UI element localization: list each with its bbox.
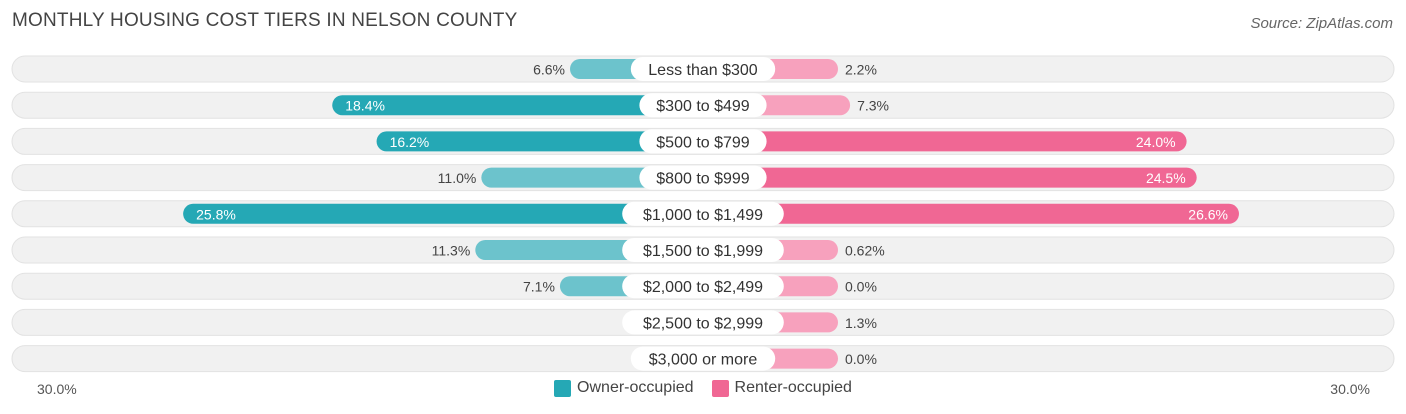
value-label-owner: 6.6% [533,62,565,78]
legend-swatch-renter [711,379,729,397]
legend-swatch-owner [554,379,572,397]
bar-renter [703,131,1187,152]
category-label: $3,000 or more [649,352,758,369]
bar-owner [332,95,703,116]
category-label: $2,500 to $2,999 [643,315,763,332]
value-label-renter: 1.3% [845,315,877,331]
category-pill [630,57,776,81]
chart-row: 16.2% 24.0% $500 to $799 [11,127,1395,155]
bar-owner [183,203,703,224]
category-label: $500 to $799 [656,134,750,151]
legend-label-renter: Renter-occupied [734,379,852,396]
chart-row: 1.6%0.0%$3,000 or more [11,345,1395,373]
category-pill [622,201,784,226]
legend-item-renter: Renter-occupied [711,379,852,397]
legend-item-owner: Owner-occupied [554,379,694,397]
category-pill [630,346,776,371]
chart-title: MONTHLY HOUSING COST TIERS IN NELSON COU… [12,10,518,31]
value-label-renter: 26.6% [1188,206,1228,222]
chart-source: Source: ZipAtlas.com [1250,15,1393,32]
bar-renter [703,167,1197,188]
legend: Owner-occupied Renter-occupied [0,379,1406,397]
bar-owner [376,131,703,152]
value-label-owner: 25.8% [196,206,236,222]
value-label-owner: 7.1% [523,279,555,295]
legend-label-owner: Owner-occupied [577,379,694,396]
category-label: $2,000 to $2,499 [643,279,763,296]
category-pill [639,129,767,154]
value-label-owner: 11.0% [438,170,477,186]
category-label: $300 to $499 [656,98,750,115]
category-pill [622,310,784,335]
category-pill [639,165,767,190]
value-label-renter: 0.62% [845,243,885,259]
chart-row: 25.8% 26.6% $1,000 to $1,499 [11,200,1395,228]
chart-row: 6.6% 2.2% Less than $300 [11,55,1395,83]
value-label-owner: 11.3% [432,243,471,259]
bar-renter [703,203,1239,224]
chart-row: 18.4% 7.3% $300 to $499 [11,91,1395,119]
chart-row: 11.3% 0.62% $1,500 to $1,999 [11,236,1395,264]
value-label-renter: 24.0% [1136,134,1176,150]
category-label: Less than $300 [648,62,758,79]
value-label-owner: 16.2% [390,134,430,150]
category-pill [639,93,767,118]
category-label: $1,500 to $1,999 [643,243,763,260]
value-label-renter: 0.0% [845,351,877,367]
value-label-renter: 0.0% [845,279,877,295]
value-label-renter: 24.5% [1146,170,1186,186]
value-label-renter: 7.3% [857,98,889,114]
axis-label-right: 30.0% [1330,381,1370,397]
chart-row: 11.0% 24.5% $800 to $999 [11,164,1395,192]
value-label-owner: 18.4% [345,98,385,114]
axis-label-left: 30.0% [37,381,77,397]
chart-row: 2.0%1.3%$2,500 to $2,999 [11,308,1395,336]
category-pill [622,274,784,299]
chart-row: 7.1% 0.0% $2,000 to $2,499 [11,272,1395,300]
value-label-renter: 2.2% [845,62,877,78]
category-pill [622,238,784,262]
category-label: $800 to $999 [656,171,750,188]
category-label: $1,000 to $1,499 [643,207,763,224]
